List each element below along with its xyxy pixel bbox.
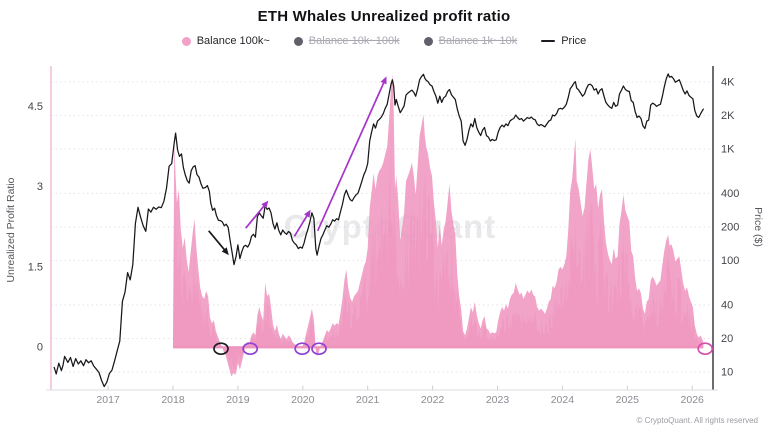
x-tick-label: 2023 [486, 394, 510, 406]
copyright-text: © CryptoQuant. All rights reserved [636, 416, 759, 425]
right-axis-tick-label: 10 [721, 367, 733, 379]
zero-cross-circle-4 [311, 342, 327, 356]
right-axis-tick-label: 1K [721, 144, 735, 156]
rally-arrow-2019 [245, 202, 268, 229]
x-tick-label: 2024 [551, 394, 575, 406]
right-axis-tick-label: 200 [721, 222, 739, 234]
zero-cross-circle-1 [213, 342, 229, 356]
rally-arrow-2021-head [380, 76, 387, 85]
legend-line-marker [541, 40, 556, 42]
left-axis-tick-label: 1.5 [28, 261, 43, 273]
x-tick-label: 2017 [96, 394, 120, 406]
rally-arrow-2019-head [261, 200, 269, 209]
x-tick-label: 2026 [681, 394, 705, 406]
legend-item-label: Balance 1k~10k [438, 35, 518, 47]
right-axis-tick-label: 4K [721, 76, 735, 88]
x-tick-label: 2018 [161, 394, 185, 406]
x-tick-label: 2019 [226, 394, 250, 406]
x-tick-label: 2025 [616, 394, 640, 406]
legend-dot-marker [423, 36, 433, 46]
right-axis-tick-label: 100 [721, 255, 739, 267]
ratio-area-texture [173, 135, 704, 370]
x-tick-label: 2022 [421, 394, 445, 406]
zero-cross-circle-2 [242, 342, 259, 356]
rally-arrow-2020-head [304, 209, 311, 218]
legend-item-balance-1k-10k[interactable]: Balance 1k~10k [423, 35, 518, 47]
rally-arrow-2020 [293, 211, 310, 237]
right-axis-tick-label: 20 [721, 333, 733, 345]
legend-item-label: Balance 100k~ [196, 35, 270, 47]
right-axis-tick-label: 2K [721, 110, 735, 122]
rally-arrow-2021 [316, 78, 387, 232]
legend-item-label: Price [561, 35, 587, 47]
price-line [53, 73, 704, 388]
legend: Balance 100k~ Balance 10k~100k Balance 1k~… [0, 35, 768, 47]
x-tick-label: 2021 [356, 394, 380, 406]
legend-dot-marker [293, 36, 303, 46]
legend-dot-marker [181, 36, 191, 46]
legend-item-balance-10k-100k[interactable]: Balance 10k~100k [293, 35, 400, 47]
legend-item-price[interactable]: Price [541, 35, 586, 47]
price-drop-arrow-2018 [208, 230, 228, 254]
left-axis-title: Unrealized Profit Ratio [5, 177, 17, 283]
left-axis-tick-label: 4.5 [28, 101, 43, 113]
right-axis-tick-label: 40 [721, 299, 733, 311]
zero-cross-circle-3 [294, 342, 311, 356]
price-drop-arrow-2018-head [221, 247, 229, 256]
left-axis-tick-label: 3 [37, 181, 43, 193]
right-axis-title: Price ($) [752, 207, 764, 247]
left-axis-tick-label: 0 [37, 342, 43, 354]
right-axis-tick-label: 400 [721, 188, 739, 200]
chart-title: ETH Whales Unrealized profit ratio [257, 8, 511, 25]
end-marker-circle [697, 342, 714, 356]
x-tick-label: 2020 [291, 394, 315, 406]
legend-item-label: Balance 10k~100k [308, 35, 400, 47]
ratio-zero-baseline [173, 346, 704, 349]
legend-item-balance-100k[interactable]: Balance 100k~ [181, 35, 270, 47]
